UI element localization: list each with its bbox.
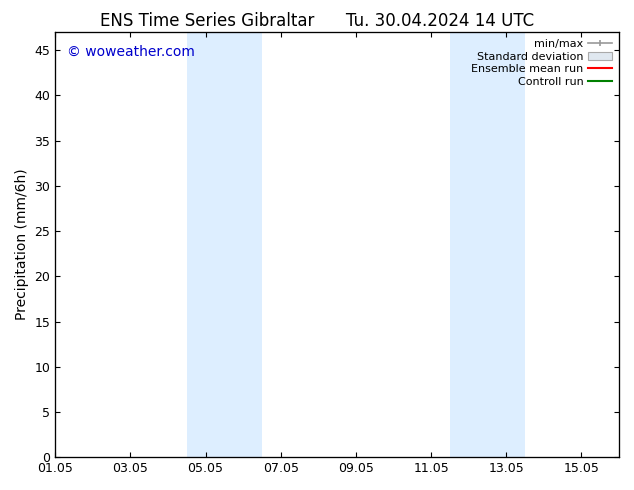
Text: ENS Time Series Gibraltar      Tu. 30.04.2024 14 UTC: ENS Time Series Gibraltar Tu. 30.04.2024… <box>100 12 534 30</box>
Y-axis label: Precipitation (mm/6h): Precipitation (mm/6h) <box>15 169 29 320</box>
Bar <box>450 32 525 457</box>
Text: © woweather.com: © woweather.com <box>67 45 195 59</box>
Bar <box>187 32 262 457</box>
Legend: min/max, Standard deviation, Ensemble mean run, Controll run: min/max, Standard deviation, Ensemble me… <box>467 34 617 92</box>
